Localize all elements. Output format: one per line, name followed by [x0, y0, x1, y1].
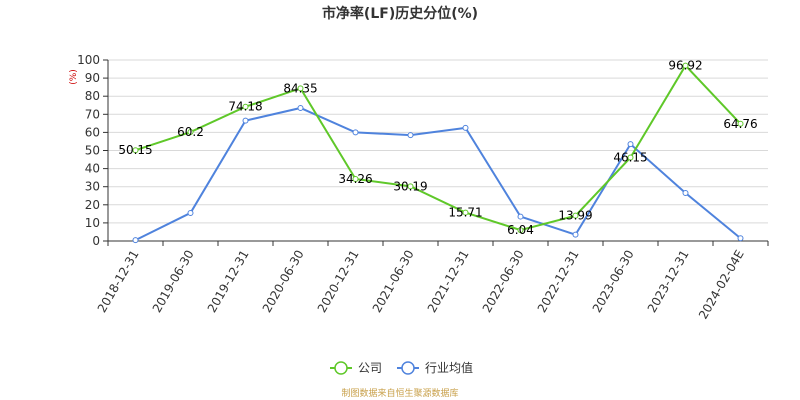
legend-label: 行业均值	[425, 360, 473, 375]
y-tick-label: 0	[92, 234, 100, 248]
data-point	[462, 124, 469, 131]
x-tick-label: 2020-06-30	[260, 248, 307, 315]
data-label: 34.26	[338, 172, 372, 186]
data-point	[187, 129, 194, 136]
data-labels: 50.15 60.2 74.18 84.35 34.26 30.19 15.71 6.04 13…	[118, 59, 757, 237]
x-tick-label: 2019-06-30	[150, 248, 197, 315]
data-point	[572, 231, 579, 238]
data-point	[627, 154, 634, 161]
data-point	[297, 85, 304, 92]
y-tick-label: 30	[85, 180, 100, 194]
data-point	[352, 129, 359, 136]
x-tick-label: 2022-12-31	[535, 248, 582, 315]
data-point	[737, 235, 744, 242]
data-label: 13.99	[558, 209, 592, 223]
data-point	[737, 120, 744, 127]
data-point	[407, 132, 414, 139]
x-tick-label: 2020-12-31	[315, 248, 362, 315]
data-point	[352, 175, 359, 182]
data-label: 30.19	[393, 179, 427, 193]
data-point	[572, 212, 579, 219]
series-line	[135, 63, 742, 232]
x-tick-label: 2023-12-31	[645, 248, 692, 315]
data-label: 84.35	[283, 81, 317, 95]
data-point	[132, 147, 139, 154]
x-tick-label: 2024-02-04E	[696, 248, 747, 322]
data-label: 60.2	[177, 125, 204, 139]
y-tick-label: 100	[77, 53, 100, 67]
x-tick-label: 2019-12-31	[205, 248, 252, 315]
legend-label: 公司	[358, 361, 382, 375]
data-label: 64.76	[723, 117, 757, 131]
y-tick-label: 60	[85, 125, 100, 139]
data-point	[682, 62, 689, 69]
x-tick-label: 2018-12-31	[95, 248, 142, 315]
x-tick-labels: 2018-12-31 2019-06-30 2019-12-31 2020-06-30…	[95, 248, 747, 322]
x-tick-label: 2022-06-30	[480, 248, 527, 315]
data-point	[242, 103, 249, 110]
series-layer	[132, 62, 744, 244]
legend-marker	[334, 361, 348, 375]
legend-marker	[401, 361, 415, 375]
x-tick-label: 2021-06-30	[370, 248, 417, 315]
chart-title: 市净率(LF)历史分位(%)	[322, 5, 478, 22]
x-tick-label: 2021-12-31	[425, 248, 472, 315]
data-label: 46.15	[613, 150, 647, 164]
x-tick-label: 2023-06-30	[590, 248, 637, 315]
data-source-note: 制图数据来自恒生聚源数据库	[341, 387, 458, 399]
y-tick-label: 20	[85, 198, 100, 212]
y-tick-label: 80	[85, 89, 100, 103]
legend-item[interactable]: 行业均值	[397, 360, 473, 375]
data-point	[517, 213, 524, 220]
data-point	[297, 104, 304, 111]
data-point	[462, 209, 469, 216]
data-label: 74.18	[228, 100, 262, 114]
data-point	[407, 183, 414, 190]
data-label: 50.15	[118, 143, 152, 157]
data-point	[242, 117, 249, 124]
legend[interactable]: 公司 行业均值	[330, 360, 473, 375]
y-tick-label: 10	[85, 216, 100, 230]
y-tick-label: 40	[85, 162, 100, 176]
data-label: 96.92	[668, 59, 702, 73]
data-label: 15.71	[448, 206, 482, 220]
data-point	[132, 237, 139, 244]
series-line	[135, 106, 742, 241]
y-axis-unit: (%)	[69, 69, 79, 85]
y-tick-label: 50	[85, 144, 100, 158]
data-point	[682, 190, 689, 197]
data-label: 6.04	[507, 223, 534, 237]
y-tick-label: 70	[85, 107, 100, 121]
data-point	[187, 209, 194, 216]
y-tick-labels: 0 10 20 30 40 50 60 70 80 90 100	[77, 53, 100, 248]
legend-item[interactable]: 公司	[330, 361, 382, 375]
y-tick-label: 90	[85, 71, 100, 85]
axes	[103, 59, 769, 246]
data-point	[517, 227, 524, 234]
data-point	[627, 141, 634, 148]
